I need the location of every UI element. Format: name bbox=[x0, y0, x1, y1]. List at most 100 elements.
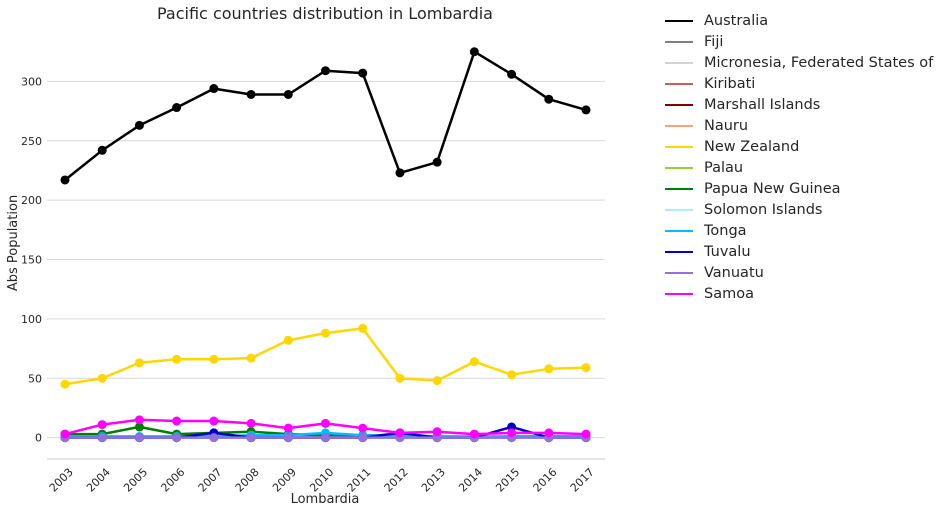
legend-swatch bbox=[665, 124, 693, 127]
legend-label: Kiribati bbox=[704, 75, 756, 92]
data-point bbox=[358, 68, 368, 78]
data-point bbox=[209, 354, 219, 364]
legend-label: Australia bbox=[704, 12, 769, 29]
data-point bbox=[283, 423, 293, 433]
legend-item: Papua New Guinea bbox=[665, 178, 933, 199]
data-point bbox=[395, 428, 405, 438]
y-tick-label: 0 bbox=[35, 432, 42, 445]
legend-label: Palau bbox=[704, 159, 744, 176]
legend-label: Nauru bbox=[704, 117, 749, 134]
data-point bbox=[60, 379, 70, 389]
data-point bbox=[60, 429, 70, 439]
data-point bbox=[172, 416, 182, 426]
legend-item: New Zealand bbox=[665, 136, 933, 157]
data-point bbox=[469, 357, 479, 367]
y-tick-label: 100 bbox=[21, 313, 42, 326]
data-point bbox=[246, 353, 256, 363]
legend-swatch bbox=[665, 292, 693, 295]
y-tick-labels: 0 50 100 150 200 250 300 bbox=[21, 75, 42, 444]
y-tick-label: 300 bbox=[21, 75, 42, 88]
grid-lines bbox=[47, 80, 605, 439]
data-point bbox=[283, 89, 293, 99]
legend-item: Nauru bbox=[665, 115, 933, 136]
data-point bbox=[172, 354, 182, 364]
legend-label: New Zealand bbox=[704, 138, 800, 155]
data-point bbox=[321, 328, 330, 338]
legend-swatch bbox=[665, 187, 693, 190]
data-point bbox=[209, 433, 219, 443]
data-point bbox=[60, 175, 70, 185]
x-tick-labels: 2003 2004 2005 2006 2007 2008 2009 2010 2011 2012… bbox=[47, 466, 597, 495]
x-tick-label: 2004 bbox=[84, 466, 113, 495]
legend-item: Micronesia, Federated States of bbox=[665, 52, 933, 73]
x-tick-label: 2008 bbox=[233, 466, 262, 495]
data-point bbox=[581, 363, 591, 373]
legend-label: Marshall Islands bbox=[704, 96, 821, 113]
data-point bbox=[97, 373, 107, 383]
data-point bbox=[246, 433, 256, 443]
data-point bbox=[321, 418, 330, 428]
data-point bbox=[358, 323, 368, 333]
legend-label: Vanuatu bbox=[704, 264, 764, 281]
data-point bbox=[507, 370, 517, 380]
data-point bbox=[97, 145, 107, 155]
data-point bbox=[134, 433, 144, 443]
legend-label: Fiji bbox=[704, 33, 724, 50]
legend-label: Tuvalu bbox=[704, 243, 751, 260]
series-group bbox=[60, 415, 591, 439]
x-tick-label: 2005 bbox=[121, 466, 150, 495]
x-tick-label: 2012 bbox=[382, 466, 411, 495]
x-tick-label: 2013 bbox=[419, 466, 448, 495]
legend-swatch bbox=[665, 229, 693, 232]
y-tick-label: 250 bbox=[21, 135, 42, 148]
data-point bbox=[469, 47, 479, 57]
data-point bbox=[432, 376, 442, 386]
legend-item: Tonga bbox=[665, 220, 933, 241]
legend-item: Tuvalu bbox=[665, 241, 933, 262]
chart-title: Pacific countries distribution in Lombar… bbox=[157, 4, 493, 23]
data-point bbox=[134, 120, 144, 130]
legend-item: Marshall Islands bbox=[665, 94, 933, 115]
legend-swatch bbox=[665, 61, 693, 64]
x-tick-label: 2009 bbox=[270, 466, 299, 495]
legend-item: Solomon Islands bbox=[665, 199, 933, 220]
data-point bbox=[395, 373, 405, 383]
data-point bbox=[321, 433, 330, 443]
data-point bbox=[283, 433, 293, 443]
y-axis-label: Abs Population bbox=[6, 195, 21, 291]
legend-swatch bbox=[665, 145, 693, 148]
x-tick-label: 2011 bbox=[345, 466, 374, 495]
data-point bbox=[172, 433, 182, 443]
legend-swatch bbox=[665, 82, 693, 85]
legend-item: Fiji bbox=[665, 31, 933, 52]
x-tick-label: 2007 bbox=[196, 466, 225, 495]
x-tick-label: 2014 bbox=[456, 466, 485, 495]
data-point bbox=[209, 416, 219, 426]
data-point bbox=[97, 433, 107, 443]
series-lines bbox=[60, 47, 591, 443]
legend-swatch bbox=[665, 271, 693, 274]
legend-item: Kiribati bbox=[665, 73, 933, 94]
data-point bbox=[283, 335, 293, 345]
legend-label: Samoa bbox=[704, 285, 754, 302]
x-tick-label: 2017 bbox=[568, 466, 597, 495]
legend-label: Micronesia, Federated States of bbox=[704, 54, 934, 71]
data-point bbox=[358, 423, 368, 433]
data-point bbox=[358, 433, 368, 443]
legend-item: Samoa bbox=[665, 283, 933, 304]
data-point bbox=[209, 84, 219, 94]
data-point bbox=[134, 422, 144, 432]
data-point bbox=[432, 427, 442, 437]
x-tick-label: 2006 bbox=[158, 466, 187, 495]
legend-swatch bbox=[665, 208, 693, 211]
y-tick-label: 50 bbox=[28, 372, 42, 385]
data-point bbox=[134, 358, 144, 368]
data-point bbox=[246, 89, 256, 99]
legend-swatch bbox=[665, 166, 693, 169]
data-point bbox=[97, 420, 107, 430]
y-tick-label: 150 bbox=[21, 254, 42, 267]
data-point bbox=[469, 429, 479, 439]
x-axis-label: Lombardia bbox=[291, 492, 360, 507]
